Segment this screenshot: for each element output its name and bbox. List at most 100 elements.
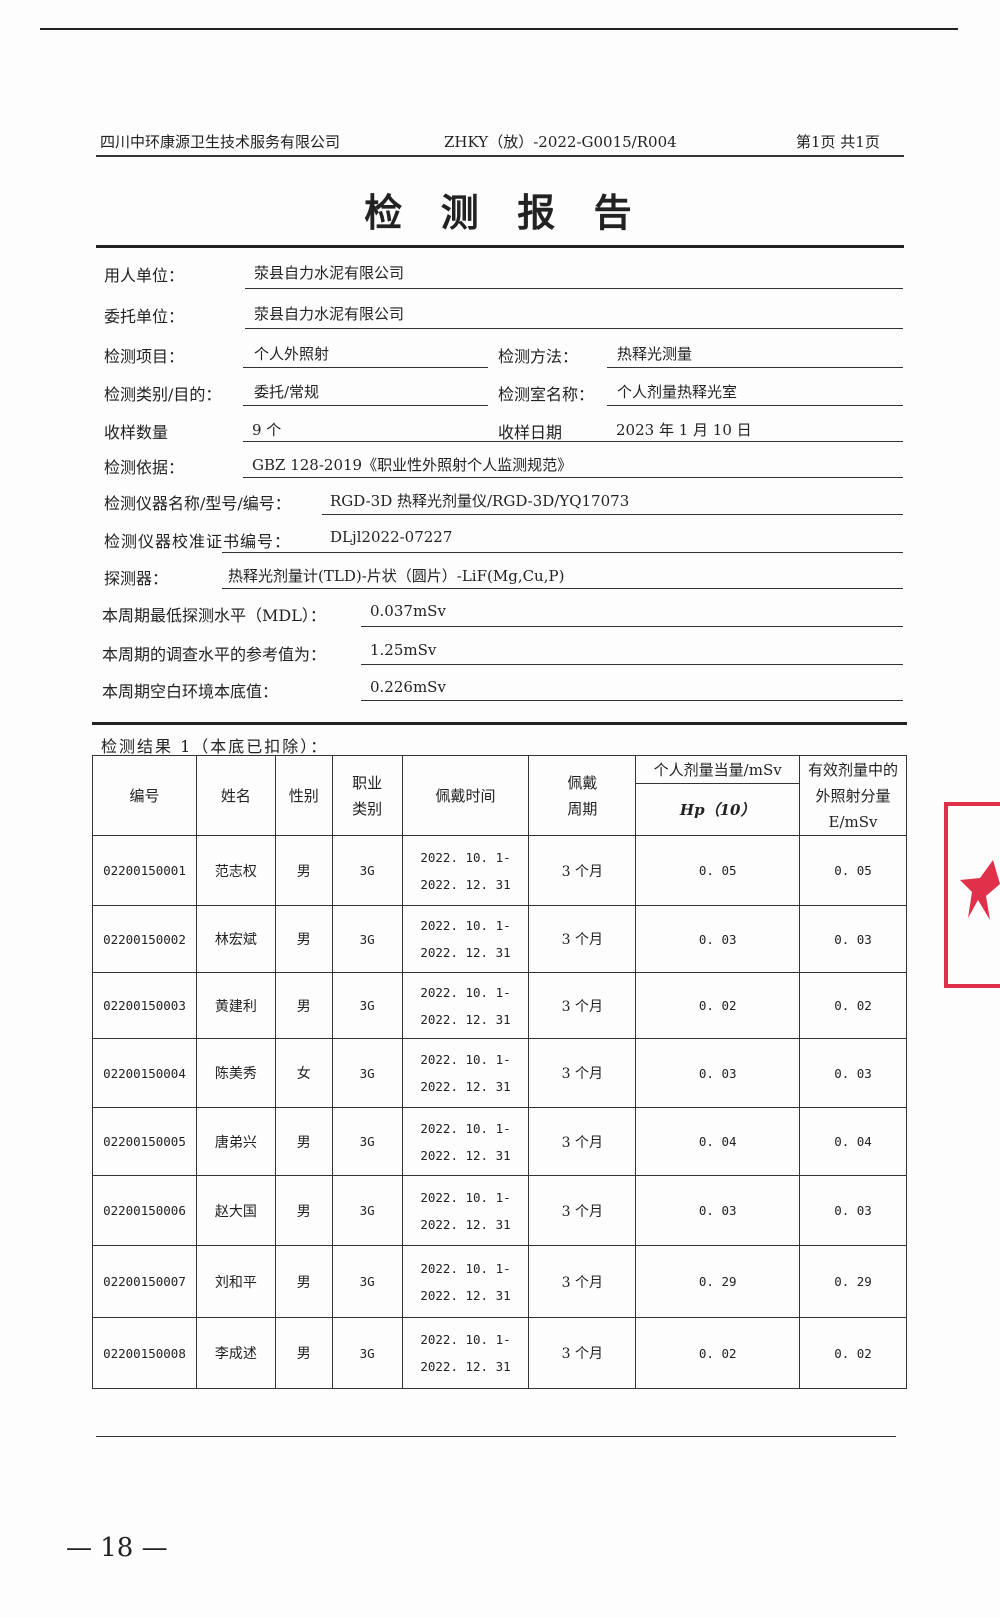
table-row: 02200150002 林宏斌男 3G 2022. 10. 1- 2022. 12. 3… <box>92 905 907 973</box>
cell-effective: 0. 04 <box>799 1107 907 1176</box>
mdl-value: 0.037mSv <box>370 602 446 620</box>
cell-job: 3G <box>331 1038 403 1108</box>
period-start: 2022. 10. 1- <box>420 849 511 865</box>
cell-period: 2022. 10. 1- 2022. 12. 31 <box>401 972 530 1039</box>
page-info: 第1页 共1页 <box>796 133 880 151</box>
period-end: 2022. 12. 31 <box>420 1011 511 1027</box>
cell-period: 2022. 10. 1- 2022. 12. 31 <box>401 1245 530 1318</box>
cell-cycle: 3 个月 <box>528 1317 637 1389</box>
method-value: 热释光测量 <box>617 345 693 363</box>
cell-id: 02200150006 <box>92 1175 197 1246</box>
cell-sex: 男 <box>274 972 333 1039</box>
cell-sex: 男 <box>274 835 333 906</box>
cell-job: 3G <box>331 972 403 1039</box>
period-end: 2022. 12. 31 <box>420 1216 511 1232</box>
cell-effective: 0. 02 <box>799 1317 907 1389</box>
table-row: 02200150001 范志权男 3G 2022. 10. 1- 2022. 12. 3… <box>92 835 907 906</box>
cell-period: 2022. 10. 1- 2022. 12. 31 <box>401 835 530 906</box>
col-hp: Hp（10） <box>635 783 801 836</box>
official-seal-fragment <box>944 802 1000 988</box>
results-table: 编号 姓名 性别 职业类别 佩戴时间 佩戴周期 个人剂量当量/mSv 有效剂量中… <box>92 755 907 1389</box>
cell-period: 2022. 10. 1- 2022. 12. 31 <box>401 1038 530 1108</box>
entrust-unit-label: 委托单位： <box>104 307 185 326</box>
cell-sex: 男 <box>274 1317 333 1389</box>
col-cycle: 佩戴周期 <box>528 755 637 836</box>
period-start: 2022. 10. 1- <box>420 1332 511 1347</box>
period-start: 2022. 10. 1- <box>420 1120 511 1136</box>
cell-hp: 0. 03 <box>635 1175 801 1246</box>
cell-sex: 男 <box>274 1175 333 1246</box>
table-row: 02200150004 陈美秀女 3G 2022. 10. 1- 2022. 12. 3… <box>92 1038 907 1108</box>
background-value: 0.226mSv <box>370 678 446 696</box>
cell-hp: 0. 03 <box>635 905 801 973</box>
cell-id: 02200150002 <box>92 905 197 973</box>
cell-period: 2022. 10. 1- 2022. 12. 31 <box>401 1317 530 1389</box>
sample-date-label: 收样日期 <box>498 423 563 442</box>
instrument-value: RGD-3D 热释光剂量仪/RGD-3D/YQ17073 <box>330 492 630 510</box>
cell-name: 林宏斌 <box>195 905 276 973</box>
cell-effective: 0. 02 <box>799 972 907 1039</box>
table-row: 02200150007 刘和平男 3G 2022. 10. 1- 2022. 12. 3… <box>92 1245 907 1318</box>
lab-label: 检测室名称： <box>498 385 595 404</box>
header-rule <box>96 155 904 157</box>
cell-cycle: 3 个月 <box>528 905 637 973</box>
cell-id: 02200150003 <box>92 972 197 1039</box>
cell-id: 02200150008 <box>92 1317 197 1389</box>
client-unit-label: 用人单位： <box>104 266 185 285</box>
cell-effective: 0. 03 <box>799 1175 907 1246</box>
title-rule <box>96 245 904 248</box>
cell-job: 3G <box>331 1175 403 1246</box>
cell-id: 02200150001 <box>92 835 197 906</box>
sample-date-value: 2023 年 1 月 10 日 <box>616 421 752 439</box>
cell-sex: 女 <box>274 1038 333 1108</box>
col-name: 姓名 <box>195 755 276 836</box>
cell-job: 3G <box>331 835 403 906</box>
cell-period: 2022. 10. 1- 2022. 12. 31 <box>401 1107 530 1176</box>
cell-id: 02200150004 <box>92 1038 197 1108</box>
cell-id: 02200150007 <box>92 1245 197 1318</box>
period-end: 2022. 12. 31 <box>420 876 511 892</box>
col-dose-group: 个人剂量当量/mSv <box>635 755 801 784</box>
cell-hp: 0. 02 <box>635 972 801 1039</box>
cell-period: 2022. 10. 1- 2022. 12. 31 <box>401 905 530 973</box>
entrust-unit-value: 荥县自力水泥有限公司 <box>254 305 405 323</box>
cell-name: 李成述 <box>195 1317 276 1389</box>
table-row: 02200150008 李成述男 3G 2022. 10. 1- 2022. 12. 3… <box>92 1317 907 1389</box>
section-rule <box>92 722 907 725</box>
period-start: 2022. 10. 1- <box>420 984 511 1000</box>
col-id: 编号 <box>92 755 197 836</box>
report-number: ZHKY（放）-2022-G0015/R004 <box>444 133 677 151</box>
col-sex: 性别 <box>274 755 333 836</box>
investigation-label: 本周期的调查水平的参考值为： <box>102 645 327 664</box>
background-label: 本周期空白环境本底值： <box>102 682 279 701</box>
bottom-rule <box>96 1436 896 1437</box>
period-end: 2022. 12. 31 <box>420 1079 511 1094</box>
cell-hp: 0. 03 <box>635 1038 801 1108</box>
period-start: 2022. 10. 1- <box>420 918 511 933</box>
top-rule <box>40 28 958 30</box>
cell-name: 陈美秀 <box>195 1038 276 1108</box>
cell-hp: 0. 04 <box>635 1107 801 1176</box>
client-unit-value: 荥县自力水泥有限公司 <box>254 264 405 282</box>
col-effective: 有效剂量中的外照射分量 E/mSv <box>799 755 907 836</box>
cell-cycle: 3 个月 <box>528 972 637 1039</box>
cert-label: 检测仪器校准证书编号： <box>104 532 292 551</box>
company-name: 四川中环康源卫生技术服务有限公司 <box>100 133 341 151</box>
cell-cycle: 3 个月 <box>528 1038 637 1108</box>
period-start: 2022. 10. 1- <box>420 1052 511 1067</box>
cell-cycle: 3 个月 <box>528 835 637 906</box>
results-caption: 检测结果 1（本底已扣除）： <box>101 737 329 756</box>
cell-cycle: 3 个月 <box>528 1245 637 1318</box>
cell-job: 3G <box>331 1107 403 1176</box>
investigation-value: 1.25mSv <box>370 641 437 659</box>
cell-cycle: 3 个月 <box>528 1175 637 1246</box>
cell-cycle: 3 个月 <box>528 1107 637 1176</box>
cell-id: 02200150005 <box>92 1107 197 1176</box>
category-value: 委托/常规 <box>254 383 320 401</box>
cell-effective: 0. 03 <box>799 905 907 973</box>
page-number: — 18 — <box>66 1533 168 1563</box>
page-title: 检 测 报 告 <box>364 190 636 235</box>
table-row: 02200150006 赵大国男 3G 2022. 10. 1- 2022. 12. 3… <box>92 1175 907 1246</box>
cell-effective: 0. 29 <box>799 1245 907 1318</box>
